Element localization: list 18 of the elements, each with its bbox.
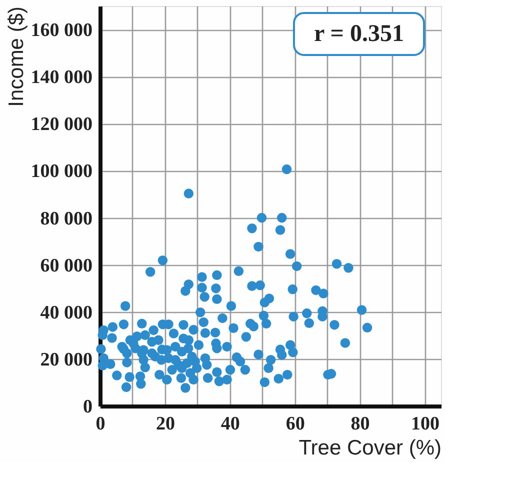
x-axis-title: Tree Cover (%): [298, 436, 442, 460]
y-tick-label: 80 000: [40, 208, 92, 230]
y-tick-label: 120 000: [30, 114, 92, 136]
y-axis-title: Income ($): [4, 6, 28, 107]
x-tick-label: 100: [411, 414, 440, 434]
x-tick-label: 0: [96, 414, 106, 434]
y-tick-label: 40 000: [40, 302, 92, 324]
y-tick-label: 100 000: [30, 161, 92, 182]
y-tick-label: 20 000: [40, 349, 92, 370]
x-tick-label: 80: [350, 414, 370, 434]
y-tick-label: 0: [83, 396, 92, 418]
y-tick-label: 60 000: [40, 255, 92, 276]
x-tick-label: 40: [220, 414, 240, 434]
x-tick-label: 60: [286, 414, 305, 434]
x-tick-label: 20: [156, 414, 175, 434]
y-tick-label: 140 000: [30, 67, 92, 88]
annotation: r = 0.351: [314, 21, 404, 47]
y-tick-label: 160 000: [30, 20, 92, 42]
